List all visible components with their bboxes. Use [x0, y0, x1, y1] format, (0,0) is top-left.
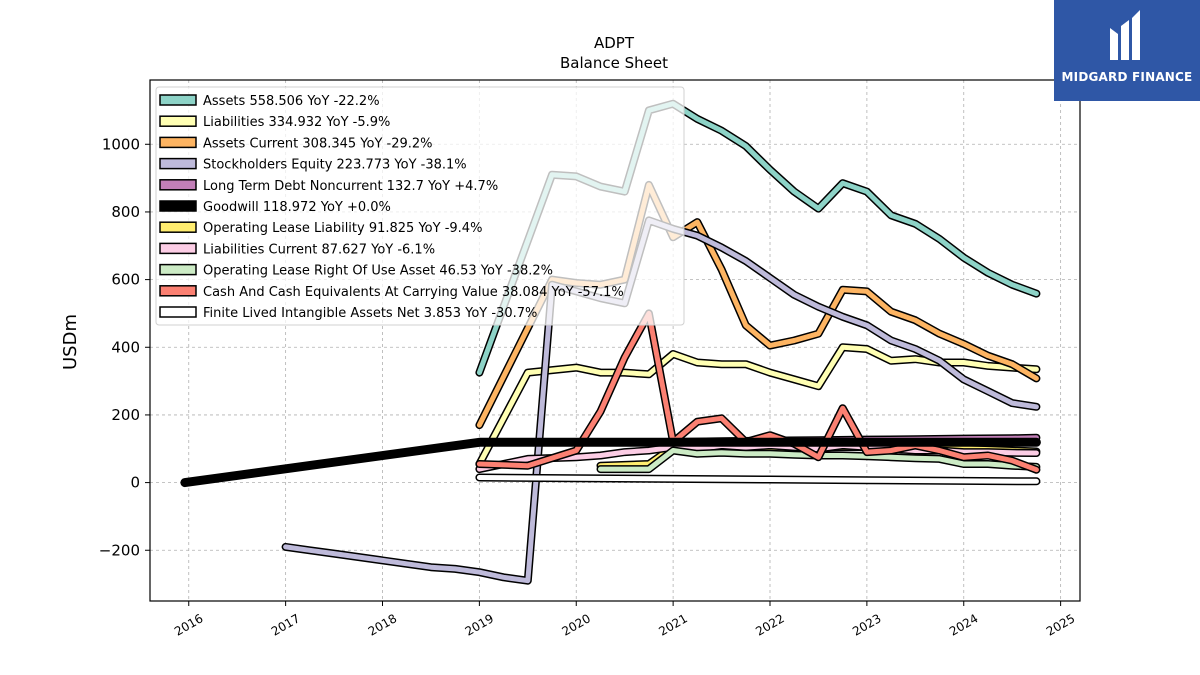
logo-text: MIDGARD FINANCE	[1061, 70, 1193, 84]
legend-swatch	[159, 285, 197, 297]
y-tick-label: 600	[111, 271, 140, 289]
x-tick-label: 2024	[947, 611, 980, 638]
legend-swatch	[159, 94, 197, 106]
x-tick-label: 2025	[1044, 611, 1077, 638]
series-lines	[180, 99, 1041, 585]
x-tick-label: 2016	[172, 611, 205, 638]
x-tick-label: 2017	[269, 611, 302, 638]
y-tick-label: −200	[99, 541, 140, 559]
x-tick-label: 2021	[656, 611, 689, 638]
y-tick-label: 200	[111, 406, 140, 424]
legend-swatch	[159, 242, 197, 255]
legend-label: Operating Lease Liability 91.825 YoY -9.…	[203, 221, 482, 236]
legend-label: Liabilities 334.932 YoY -5.9%	[203, 115, 390, 130]
legend-label: Assets Current 308.345 YoY -29.2%	[203, 136, 433, 151]
legend-swatch	[159, 136, 197, 149]
series-line	[180, 437, 1041, 488]
legend-swatch	[159, 200, 197, 212]
x-tick-label: 2020	[560, 611, 593, 638]
logo-mark-icon	[1110, 10, 1140, 60]
midgard-finance-logo: MIDGARD FINANCE	[1054, 0, 1200, 101]
legend-swatch	[159, 221, 197, 233]
x-tick-label: 2022	[753, 611, 786, 638]
y-tick-label: 0	[130, 474, 140, 492]
x-tick-label: 2018	[366, 611, 399, 638]
legend-label: Goodwill 118.972 YoY +0.0%	[203, 200, 391, 215]
series-line	[598, 448, 1039, 472]
legend-swatch	[159, 306, 197, 318]
y-tick-label: 1000	[102, 135, 140, 153]
series-line	[476, 475, 1039, 484]
legend-label: Operating Lease Right Of Use Asset 46.53…	[203, 264, 553, 279]
legend-label: Stockholders Equity 223.773 YoY -38.1%	[203, 158, 467, 173]
legend-swatch	[159, 179, 197, 191]
y-tick-label: 800	[111, 203, 140, 221]
legend-swatch	[159, 157, 197, 170]
legend: Assets 558.506 YoY -22.2% Liabilities 334…	[155, 86, 685, 326]
x-tick-label: 2019	[463, 611, 496, 638]
legend-swatch	[159, 263, 197, 276]
legend-label: Finite Lived Intangible Assets Net 3.853…	[203, 306, 537, 321]
y-axis-label: USDm	[60, 314, 81, 370]
legend-label: Assets 558.506 YoY -22.2%	[203, 94, 380, 109]
plot-frame	[149, 79, 1081, 602]
legend-label: Long Term Debt Noncurrent 132.7 YoY +4.7…	[203, 179, 498, 194]
legend-box	[155, 86, 685, 326]
y-tick-label: 400	[111, 338, 140, 356]
chart-title: ADPT	[594, 34, 635, 52]
legend-swatch	[159, 115, 197, 127]
legend-label: Liabilities Current 87.627 YoY -6.1%	[203, 242, 435, 257]
x-tick-label: 2023	[850, 611, 883, 638]
series-line	[476, 344, 1039, 467]
chart-subtitle: Balance Sheet	[560, 54, 668, 72]
legend-label: Cash And Cash Equivalents At Carrying Va…	[203, 285, 624, 300]
